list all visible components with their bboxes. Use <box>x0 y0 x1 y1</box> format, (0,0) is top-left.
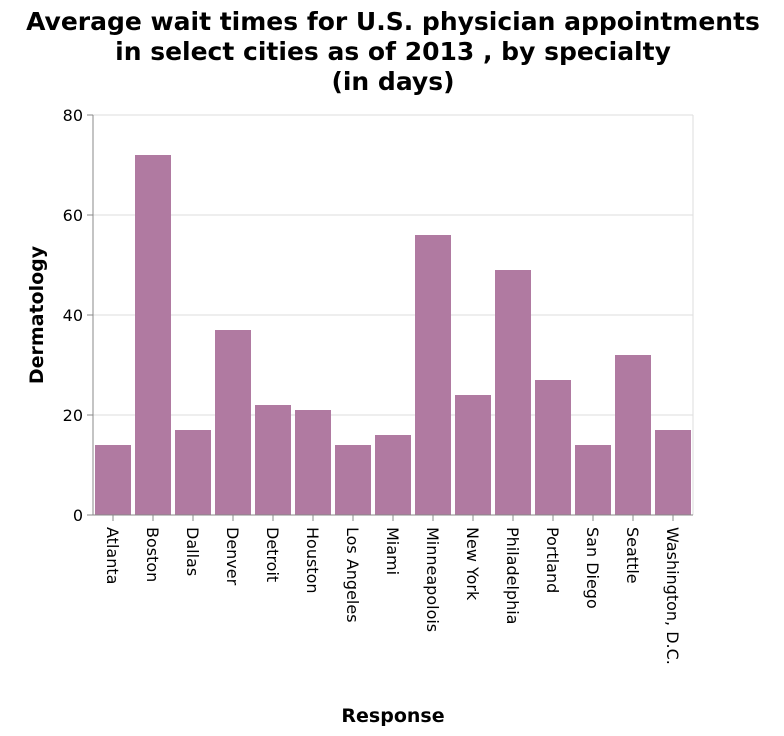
bar <box>575 445 611 515</box>
y-tick-label: 60 <box>63 206 83 225</box>
bar <box>135 155 171 515</box>
chart-title-line-1: Average wait times for U.S. physician ap… <box>26 7 760 36</box>
bar <box>255 405 291 515</box>
x-tick-label: Boston <box>143 527 162 582</box>
x-tick-label: San Diego <box>583 527 602 609</box>
bar <box>415 235 451 515</box>
bar <box>335 445 371 515</box>
y-tick-label: 0 <box>73 506 83 525</box>
bar <box>455 395 491 515</box>
x-tick-label: Philadelphia <box>503 527 522 624</box>
x-tick-label: Atlanta <box>103 527 122 584</box>
bar <box>375 435 411 515</box>
y-tick-label: 20 <box>63 406 83 425</box>
bar <box>495 270 531 515</box>
y-axis-title: Dermatology <box>26 245 48 384</box>
x-tick-label: Dallas <box>183 527 202 576</box>
x-axis-title: Response <box>341 705 444 727</box>
y-axis-ticks: 0 20 40 60 80 <box>63 106 93 525</box>
chart-title-line-2: in select cities as of 2013 , by special… <box>115 37 671 66</box>
chart-title: Average wait times for U.S. physician ap… <box>26 7 760 96</box>
bar <box>175 430 211 515</box>
bar <box>95 445 131 515</box>
chart-title-line-3: (in days) <box>331 67 454 96</box>
y-tick-label: 80 <box>63 106 83 125</box>
bar <box>215 330 251 515</box>
x-tick-label: Minneapolois <box>423 527 442 632</box>
bar <box>295 410 331 515</box>
x-tick-label: Washington, D.C. <box>663 527 682 665</box>
x-tick-label: Seattle <box>623 527 642 584</box>
bar <box>655 430 691 515</box>
bar <box>535 380 571 515</box>
y-tick-label: 40 <box>63 306 83 325</box>
x-tick-label: Houston <box>303 527 322 594</box>
x-axis-ticks: Atlanta Boston Dallas Denver Detroit Houston L… <box>103 515 682 665</box>
x-tick-label: Portland <box>543 527 562 593</box>
bars <box>95 155 691 515</box>
x-tick-label: Detroit <box>263 527 282 582</box>
x-tick-label: Denver <box>223 527 242 586</box>
x-tick-label: Los Angeles <box>343 527 362 623</box>
bar <box>615 355 651 515</box>
x-tick-label: New York <box>463 527 482 601</box>
x-tick-label: Miami <box>383 527 402 575</box>
